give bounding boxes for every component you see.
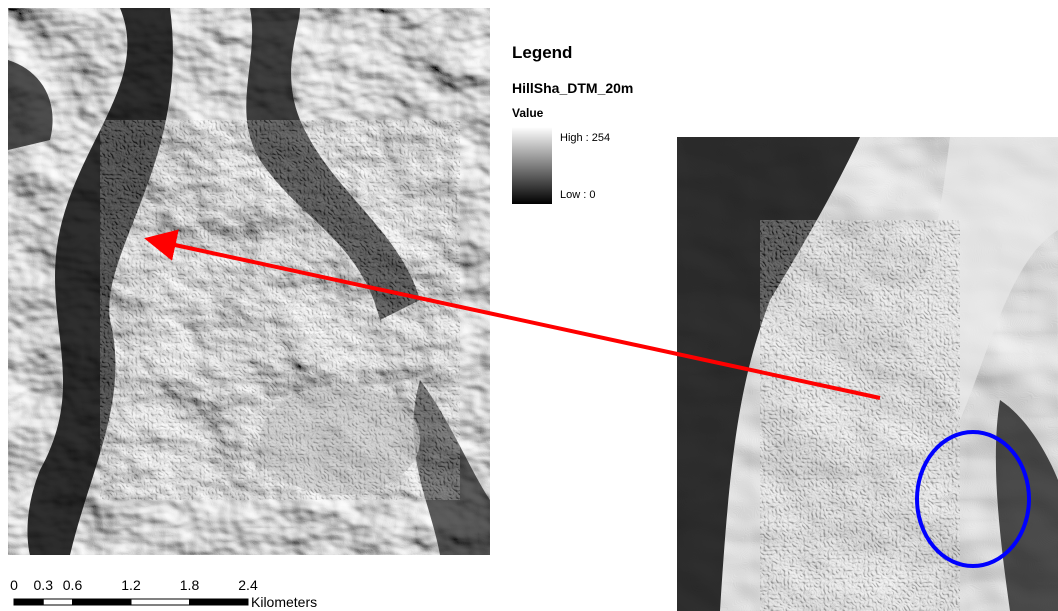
legend-title: Legend: [512, 43, 572, 62]
legend-layer: HillSha_DTM_20m: [512, 80, 633, 96]
legend-field: Value: [512, 106, 544, 120]
map-layout: Legend HillSha_DTM_20m Value High : 254 …: [0, 0, 1058, 611]
main-map: [8, 8, 490, 555]
scale-segment: [43, 599, 72, 605]
legend-high: High : 254: [560, 132, 610, 144]
color-ramp: [512, 127, 552, 204]
scale-bar: Kilometers 0 0.3 0.6 1.2 1.8 2.4: [10, 577, 317, 610]
scale-label: 1.2: [121, 577, 141, 593]
scale-label: 0.3: [34, 577, 54, 593]
scale-label: 2.4: [238, 577, 258, 593]
scale-unit: Kilometers: [251, 594, 317, 610]
texture: [100, 120, 460, 500]
scale-label: 0.6: [63, 577, 83, 593]
scale-segment: [190, 599, 249, 605]
scale-label: 1.8: [180, 577, 200, 593]
scale-label: 0: [10, 577, 18, 593]
scale-segment: [131, 599, 190, 605]
page: Legend HillSha_DTM_20m Value High : 254 …: [0, 0, 1058, 611]
scale-segment: [73, 599, 132, 605]
inset-map: [677, 137, 1058, 611]
legend: Legend HillSha_DTM_20m Value High : 254 …: [512, 43, 633, 204]
scale-segment: [14, 599, 43, 605]
texture: [760, 220, 960, 611]
legend-low: Low : 0: [560, 189, 595, 201]
